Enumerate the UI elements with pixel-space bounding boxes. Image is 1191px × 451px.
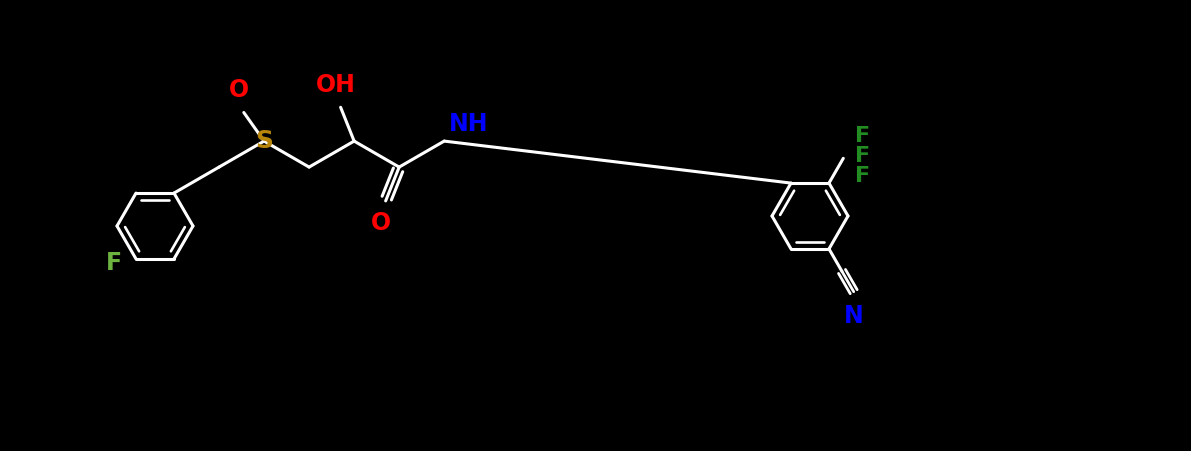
Text: O: O: [229, 78, 249, 102]
Text: N: N: [844, 304, 863, 328]
Text: F: F: [855, 146, 871, 166]
Text: O: O: [370, 211, 391, 235]
Text: F: F: [855, 166, 871, 186]
Text: F: F: [855, 126, 871, 146]
Text: F: F: [106, 251, 121, 275]
Text: NH: NH: [449, 112, 488, 136]
Text: OH: OH: [316, 74, 356, 97]
Text: S: S: [255, 129, 273, 153]
